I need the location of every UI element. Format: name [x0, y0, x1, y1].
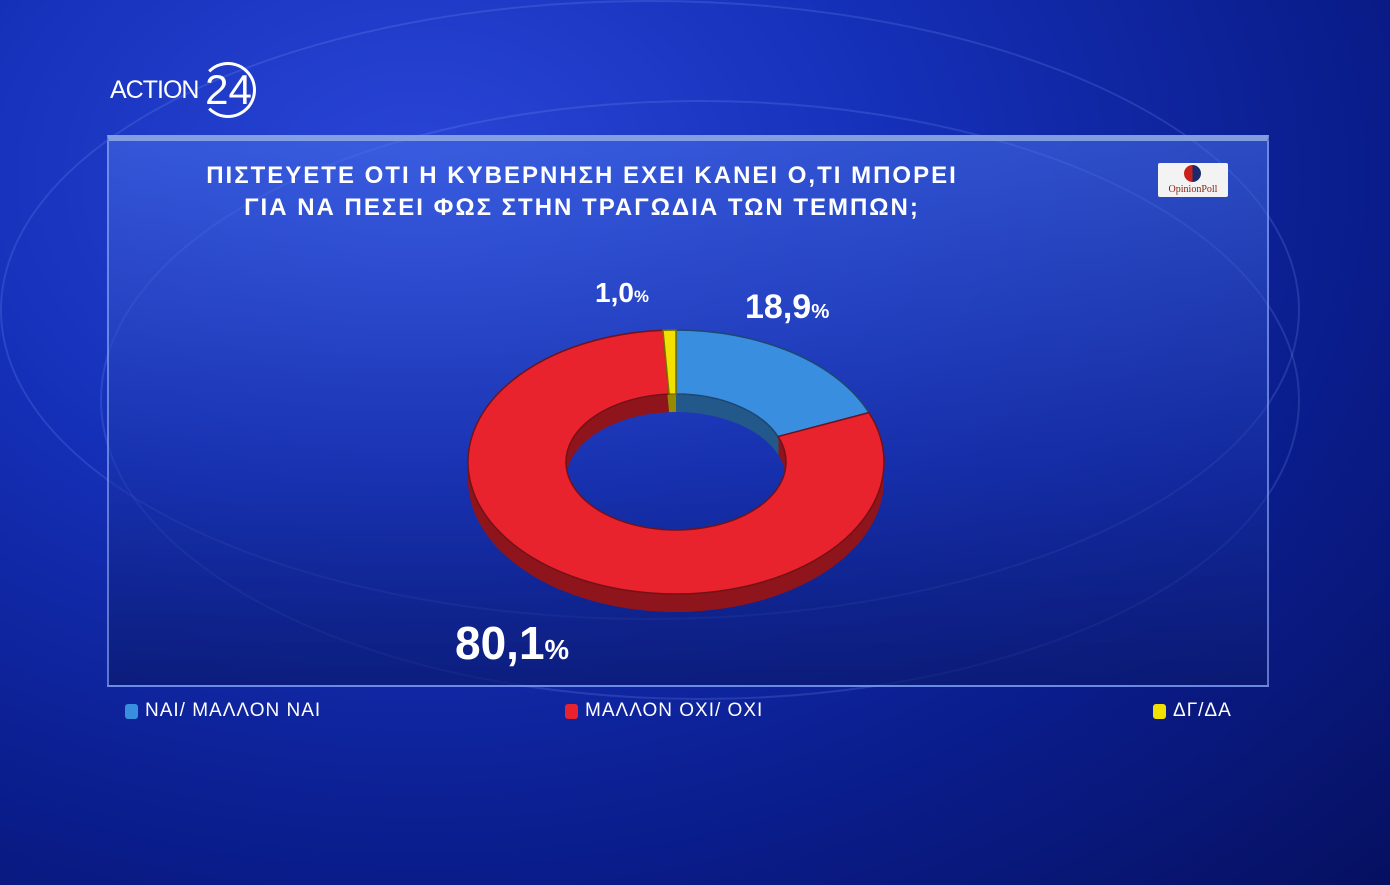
donut-slice-1 [467, 329, 885, 595]
logo-number: 24 [200, 62, 257, 118]
title-line: ΓΙΑ ΝΑ ΠΕΣΕΙ ΦΩΣ ΣΤΗΝ ΤΡΑΓΩΔΙΑ ΤΩΝ ΤΕΜΠΩ… [244, 194, 920, 221]
title-line: ΠΙΣΤΕΥΕΤΕ ΟΤΙ Η ΚΥΒΕΡΝΗΣΗ ΕΧΕΙ ΚΑΝΕΙ Ο,Τ… [206, 162, 958, 189]
background-swoosh [100, 100, 1300, 700]
donut-slice-0 [675, 329, 871, 438]
data-label-dk: 1,0% [595, 277, 649, 308]
legend-swatch [565, 703, 578, 719]
legend-swatch [125, 703, 138, 719]
opinionpoll-logo-mark [1184, 165, 1201, 182]
data-label-no: 80,1% [455, 617, 570, 669]
logo-text: ACTION [110, 75, 199, 104]
pollster-name: OpinionPoll [1168, 184, 1218, 195]
data-label-yes: 18,9% [745, 288, 830, 326]
legend-item-no: ΜΑΛΛΟΝ ΟΧΙ/ ΟΧΙ [565, 700, 763, 722]
opinionpoll-logo: OpinionPoll [1158, 163, 1228, 197]
legend-item-yes: ΝΑΙ/ ΜΑΛΛΟΝ ΝΑΙ [125, 700, 321, 722]
legend-swatch [1153, 703, 1166, 719]
chart-title: ΠΙΣΤΕΥΕΤΕ ΟΤΙ Η ΚΥΒΕΡΝΗΣΗ ΕΧΕΙ ΚΑΝΕΙ Ο,Τ… [107, 160, 1057, 224]
action24-logo: ACTION 24 [110, 62, 257, 118]
legend-item-dk: ΔΓ/ΔΑ [1153, 700, 1232, 722]
donut-slice-2 [662, 329, 677, 395]
